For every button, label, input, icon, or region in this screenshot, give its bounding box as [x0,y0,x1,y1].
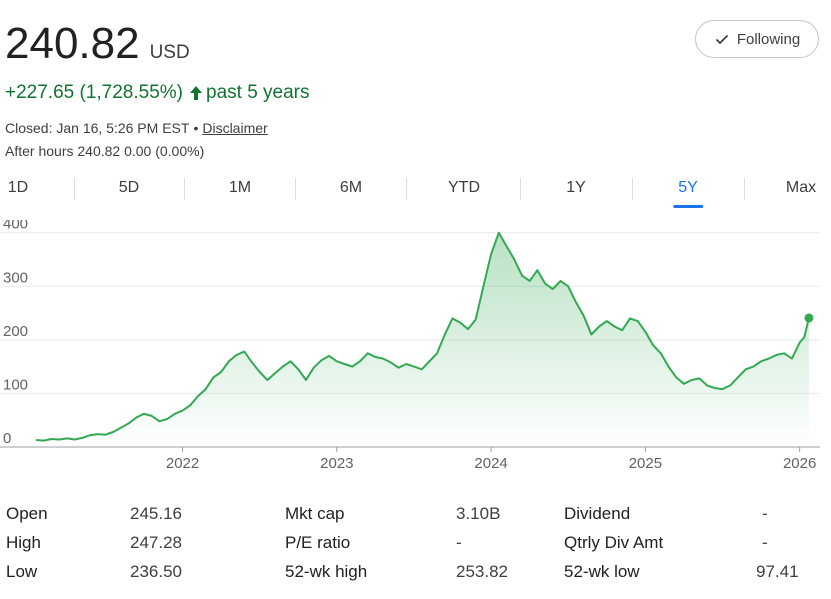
tab-1y[interactable]: 1Y [566,179,586,196]
y-tick-label: 100 [3,376,28,393]
y-tick-label: 200 [3,323,28,340]
stat-label-mkt-cap: Mkt cap [285,504,345,523]
after-hours: After hours 240.82 0.00 (0.00%) [5,143,205,159]
y-tick-label: 400 [3,220,28,233]
tab-max[interactable]: Max [785,179,817,196]
tab-divider [744,178,745,200]
tab-5d[interactable]: 5D [118,179,140,196]
x-tick-label: 2026 [783,455,816,472]
disclaimer-link[interactable]: Disclaimer [202,120,268,136]
y-tick-label: 300 [3,269,28,286]
tab-divider [184,178,185,200]
x-tick-label: 2022 [166,455,199,472]
stat-value-open: 245.16 [130,504,182,523]
active-tab-indicator [672,205,703,208]
tab-1m[interactable]: 1M [228,179,252,196]
x-tick-label: 2025 [629,455,662,472]
check-icon [715,34,728,45]
closed-time: Closed: Jan 16, 5:26 PM EST [5,120,190,136]
price-row: 240.82 USD [5,18,190,70]
change-value: +227.65 (1,728.55%) [5,82,183,103]
current-price: 240.82 [5,19,140,68]
stat-label-52wk-high: 52-wk high [285,562,368,581]
tab-1d[interactable]: 1D [7,179,29,196]
price-line [35,231,810,442]
currency-label: USD [149,42,190,63]
x-tick-label: 2023 [320,455,353,472]
stat-value-dividend: - [762,504,768,523]
stat-label-52wk-low: 52-wk low [564,562,640,581]
stat-value-qtrly-div: - [762,533,768,552]
following-button[interactable]: Following [695,20,819,58]
stat-label-high: High [6,533,41,552]
separator-dot: • [193,120,199,136]
current-price-dot [804,313,814,323]
y-tick-label: 0 [3,430,11,447]
following-label: Following [736,30,801,48]
tab-divider [406,178,407,200]
stat-value-52wk-low: 97.41 [756,562,799,581]
price-area [36,232,809,447]
market-status: Closed: Jan 16, 5:26 PM EST • Disclaimer [5,120,268,136]
stat-value-pe-ratio: - [456,533,462,552]
range-tabs: 1D 5D 1M 6M YTD 1Y 5Y Max [0,174,831,208]
price-change: +227.65 (1,728.55%) past 5 years [5,82,310,104]
stat-value-52wk-high: 253.82 [456,562,508,581]
tab-divider [520,178,521,200]
tab-ytd[interactable]: YTD [448,179,480,196]
tab-5y[interactable]: 5Y [672,174,703,208]
stat-value-mkt-cap: 3.10B [456,504,501,523]
tab-divider [295,178,296,200]
stat-value-low: 236.50 [130,562,182,581]
arrow-up-icon [189,85,203,101]
x-tick-label: 2024 [474,455,507,472]
tab-divider [74,178,75,200]
change-period: past 5 years [206,82,310,103]
stat-label-low: Low [6,562,38,581]
stat-label-pe-ratio: P/E ratio [285,533,351,552]
stat-value-high: 247.28 [130,533,182,552]
price-chart[interactable]: 0 100 200 300 400 2022 2023 2024 2025 2026 [0,220,831,480]
stat-label-qtrly-div: Qtrly Div Amt [564,533,664,552]
tab-divider [632,178,633,200]
stat-label-dividend: Dividend [564,504,631,523]
tab-6m[interactable]: 6M [339,179,363,196]
stat-label-open: Open [6,504,48,523]
